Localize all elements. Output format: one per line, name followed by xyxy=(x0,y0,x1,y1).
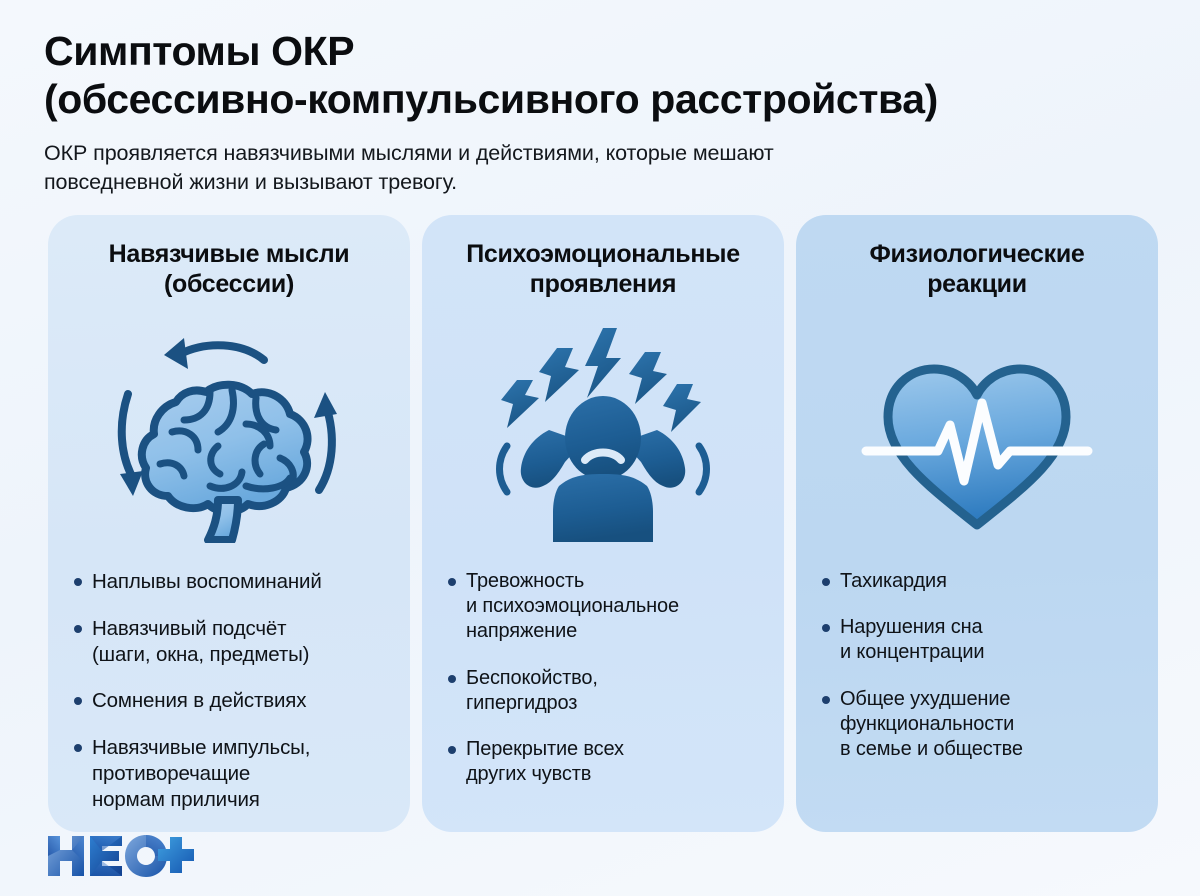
list-item: Общее ухудшение функциональности в семье… xyxy=(822,687,1136,763)
bullet-dot xyxy=(74,697,82,706)
card-physiological[interactable]: Физиологические реакции Тахи xyxy=(796,215,1158,832)
list-item: Тахикардия xyxy=(822,569,1136,594)
bullet-dot xyxy=(74,744,82,753)
bullet-dot xyxy=(822,695,830,704)
list-item: Беспокойство, гипергидроз xyxy=(448,666,762,716)
list-item: Нарушения сна и концентрации xyxy=(822,615,1136,665)
symptom-cards-row: Навязчивые мысли (обсессии) xyxy=(48,215,1158,832)
symptom-list: Наплывы воспоминаний Навязчивый подсчёт … xyxy=(70,569,388,813)
card-title: Навязчивые мысли (обсессии) xyxy=(108,240,350,298)
bullet-text: Беспокойство, гипергидроз xyxy=(466,666,598,714)
bullet-text: Перекрытие всех других чувств xyxy=(466,737,624,786)
bullet-text: Нарушения сна и концентрации xyxy=(840,616,985,664)
bullet-text: Наплывы воспоминаний xyxy=(92,570,322,593)
symptom-list: Тахикардия Нарушения сна и концентрации … xyxy=(818,569,1136,762)
brain-cycle-icon xyxy=(70,301,388,569)
stressed-person-icon xyxy=(444,301,762,569)
neo-plus-logo[interactable] xyxy=(46,832,196,878)
list-item: Тревожность и психоэмоциональное напряже… xyxy=(448,569,762,645)
list-item: Сомнения в действиях xyxy=(74,688,388,714)
card-obsessive-thoughts[interactable]: Навязчивые мысли (обсессии) xyxy=(48,215,410,832)
symptom-list: Тревожность и психоэмоциональное напряже… xyxy=(444,569,762,787)
page-subtitle: ОКР проявляется навязчивыми мыслями и де… xyxy=(44,141,774,194)
card-title: Психоэмоциональные проявления xyxy=(466,240,740,298)
bullet-dot xyxy=(74,624,82,633)
bullet-text: Навязчивый подсчёт (шаги, окна, предметы… xyxy=(92,616,310,666)
page-title: Симптомы ОКР (обсессивно-компульсивного … xyxy=(44,28,938,122)
list-item: Навязчивый подсчёт (шаги, окна, предметы… xyxy=(74,616,388,668)
list-item: Наплывы воспоминаний xyxy=(74,569,388,595)
bullet-dot xyxy=(74,578,82,586)
bullet-dot xyxy=(448,674,456,683)
bullet-dot xyxy=(822,624,830,633)
list-item: Навязчивые импульсы, противоречащие норм… xyxy=(74,735,388,812)
bullet-text: Сомнения в действиях xyxy=(92,689,307,713)
list-item: Перекрытие всех других чувств xyxy=(448,737,762,787)
bullet-text: Тахикардия xyxy=(840,570,947,592)
heart-pulse-icon xyxy=(818,301,1136,569)
bullet-dot xyxy=(822,578,830,586)
card-psychoemotional[interactable]: Психоэмоциональные проявления xyxy=(422,215,784,832)
bullet-dot xyxy=(448,745,456,754)
card-title: Физиологические реакции xyxy=(869,240,1085,298)
bullet-text: Общее ухудшение функциональности в семье… xyxy=(840,687,1023,760)
bullet-text: Навязчивые импульсы, противоречащие норм… xyxy=(92,736,311,811)
bullet-dot xyxy=(448,578,456,586)
bullet-text: Тревожность и психоэмоциональное напряже… xyxy=(466,570,680,643)
header: Симптомы ОКР (обсессивно-компульсивного … xyxy=(0,0,1200,196)
